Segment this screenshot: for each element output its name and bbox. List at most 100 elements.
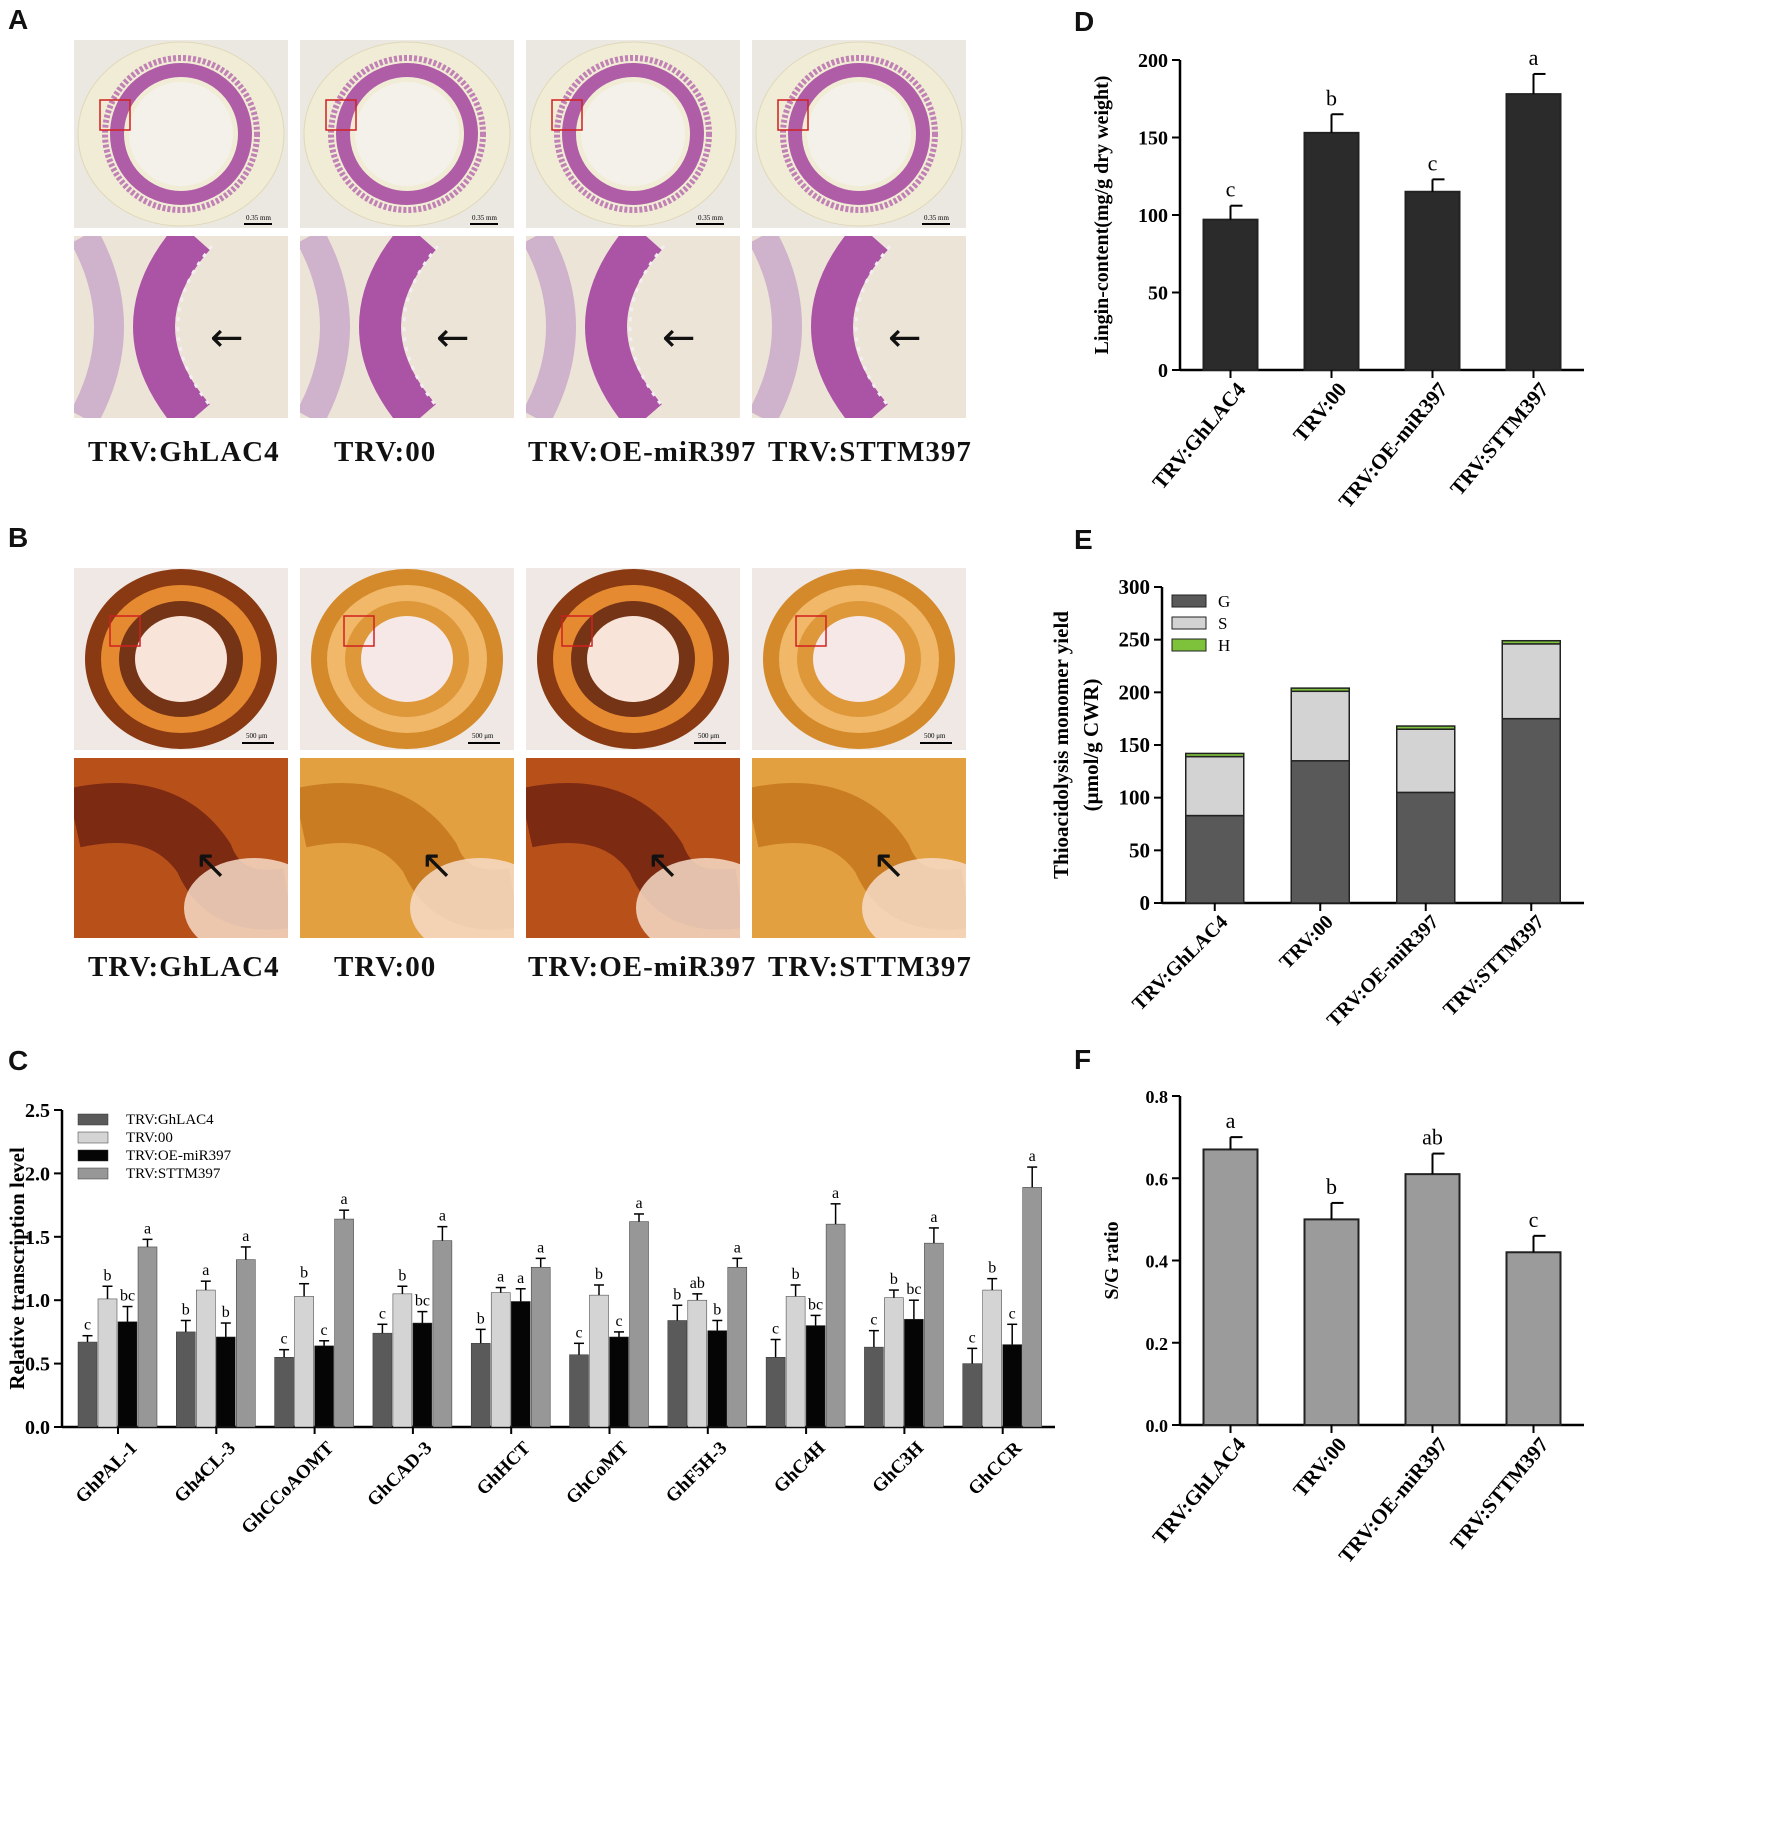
bar [707,1330,728,1428]
bar [236,1259,256,1428]
panel-letter-e: E [1074,524,1093,555]
bar [1202,1148,1259,1427]
significance-letter: a [144,1220,151,1237]
bar [392,1293,413,1428]
bar [97,1298,118,1428]
significance-letter: b [988,1260,996,1277]
stem-section-image [311,569,503,749]
significance-letter: a [341,1191,348,1208]
category-label: TRV:STTM397 [1439,911,1549,1021]
bar [314,1345,334,1428]
category-label: Gh4CL-3 [170,1438,239,1507]
category-label: GhPAL-1 [72,1438,142,1508]
category-label: GhCCoAOMT [237,1437,338,1538]
y-tick-label: 2.0 [25,1163,50,1185]
category-label: GhCAD-3 [363,1438,436,1511]
bar-segment [1396,791,1456,904]
micrograph-a-zoom-4 [752,236,966,418]
significance-letter: b [222,1304,230,1321]
y-tick-label: 0.2 [1146,1334,1169,1354]
legend-swatch [1171,616,1207,630]
chart-d-lignin-content: 0 50 100 150 200 Lingin-content(mg/g dry weig… [1091,45,1584,513]
caption-b-3: TRV:OE-miR397 [528,951,757,983]
significance-letter: b [1326,85,1337,110]
scale-bar-label: 500 μm [924,732,946,740]
stem-section-image [529,41,737,227]
legend-label: TRV:STTM397 [126,1166,221,1182]
category-label: TRV:00 [1275,911,1337,973]
y-tick-label: 0 [1140,891,1151,915]
bar [1303,131,1360,371]
bar [765,1357,786,1428]
arrow-icon: ← [436,315,470,361]
scale-bar [696,223,724,225]
bar [412,1322,433,1428]
scale-bar [470,223,498,225]
panel-letter-d: D [1074,6,1095,37]
bar [904,1318,924,1428]
bar [196,1289,216,1428]
bar-segment [1290,760,1350,904]
stem-zoom-image [74,236,214,418]
category-label: TRV:00 [1288,1433,1351,1502]
bar [924,1242,944,1428]
bar [294,1296,314,1428]
y-tick-label: 0.0 [1146,1416,1169,1436]
micrograph-a-zoom-2 [300,236,514,418]
bar [962,1363,982,1428]
micrograph-a-overview-3 [526,40,740,228]
category-label: TRV:OE-miR397 [1334,378,1453,513]
y-axis-title: Lingin-content(mg/g dry weight) [1091,76,1113,355]
bar [569,1354,589,1428]
micrograph-b-zoom-2 [300,758,514,938]
bar [727,1266,748,1428]
significance-letter: bc [120,1288,135,1305]
bar-segment [1501,717,1561,904]
arrow-icon: ↖ [872,842,906,888]
y-tick-label: 250 [1119,628,1151,652]
micrograph-a-zoom-1 [74,236,288,418]
chart-c-transcription: 0.0 0.5 1.0 1.5 2.0 2.5 Relative transcription… [5,1100,1055,1538]
y-tick-label: 50 [1148,283,1168,305]
bar [982,1289,1002,1428]
significance-letter: a [242,1228,249,1245]
significance-letter: b [300,1265,308,1282]
bar [805,1325,826,1428]
y-tick-label: 150 [1138,128,1168,150]
significance-letter: a [497,1269,504,1286]
scale-bar [242,742,274,744]
y-tick-label: 0.4 [1146,1252,1169,1272]
significance-letter: b [398,1267,406,1284]
bar [629,1221,649,1428]
significance-letter: c [772,1321,779,1338]
micrograph-b-overview-1 [74,568,288,750]
legend-label: G [1218,592,1230,611]
bar [334,1218,354,1428]
bar [274,1357,294,1428]
bar [589,1294,609,1428]
y-tick-label: 0.6 [1146,1169,1169,1189]
bar [432,1240,453,1428]
micrograph-b-overview-3 [526,568,740,750]
caption-a-1: TRV:GhLAC4 [88,436,280,468]
stem-zoom-image [752,783,966,938]
scale-bar [922,223,950,225]
caption-b-2: TRV:00 [334,951,437,983]
category-label: GhC4H [770,1438,830,1498]
legend-label: H [1218,636,1230,655]
significance-letter: c [1428,150,1438,175]
scale-bar [920,742,952,744]
legend-swatch [77,1131,109,1144]
y-tick-label: 100 [1119,786,1151,810]
category-label: GhCCR [964,1437,1026,1499]
bar [530,1266,551,1428]
arrow-icon: ← [210,315,244,361]
bar-segment [1185,814,1245,904]
legend-swatch [77,1149,109,1162]
category-label: GhF5H-3 [662,1438,731,1507]
y-tick-label: 200 [1119,680,1151,704]
bar [510,1301,531,1428]
y-tick-label: 200 [1138,50,1168,72]
arrow-icon: ↖ [194,842,228,888]
significance-letter: a [635,1195,642,1212]
